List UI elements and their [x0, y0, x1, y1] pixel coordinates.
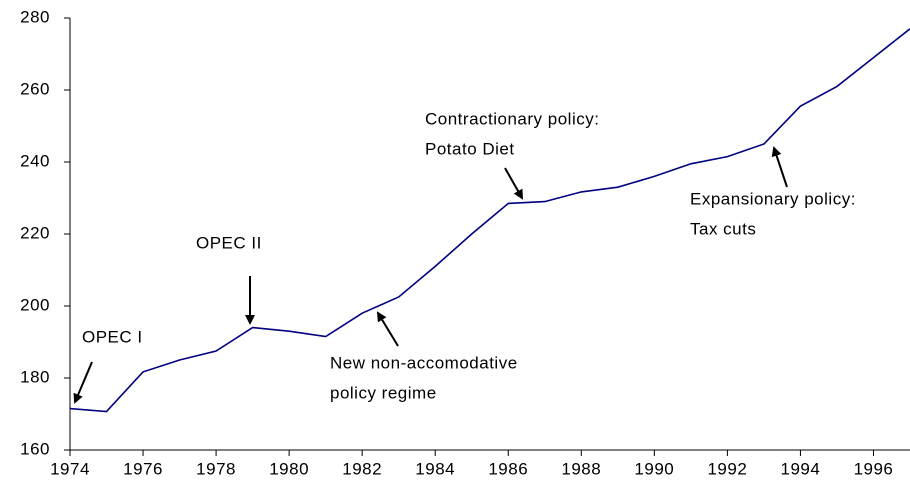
x-tick-label: 1976	[123, 459, 163, 478]
annotation: Tax cuts	[690, 219, 756, 238]
x-tick-label: 1990	[634, 459, 674, 478]
x-tick-label: 1980	[269, 459, 309, 478]
y-tick-label: 200	[20, 295, 50, 314]
y-tick-label: 160	[20, 439, 50, 458]
annotation: policy regime	[330, 383, 437, 402]
x-tick-label: 1996	[854, 459, 894, 478]
y-tick-label: 280	[20, 7, 50, 26]
annotation-arrow	[376, 311, 399, 347]
annotation-arrow	[504, 167, 523, 200]
annotation: Contractionary policy:	[425, 109, 599, 128]
annotation: Potato Diet	[425, 139, 515, 158]
y-tick-label: 220	[20, 223, 50, 242]
x-tick-label: 1986	[488, 459, 528, 478]
x-tick-label: 1978	[196, 459, 236, 478]
annotation: OPEC II	[196, 233, 262, 252]
line	[69, 28, 910, 413]
annotation-arrow	[771, 146, 788, 188]
x-tick-label: 1984	[415, 459, 455, 478]
x-tick-label: 1988	[561, 459, 601, 478]
x-tick-label: 1982	[342, 459, 382, 478]
y-tick-label: 240	[20, 151, 50, 170]
x-tick-label: 1994	[781, 459, 821, 478]
annotation: New non-accomodative	[330, 353, 518, 372]
y-tick-label: 180	[20, 367, 50, 386]
annotation: OPEC I	[82, 327, 143, 346]
annotation-arrow	[73, 361, 93, 404]
y-tick-label: 260	[20, 79, 50, 98]
x-tick-label: 1974	[50, 459, 90, 478]
x-tick-label: 1992	[707, 459, 747, 478]
annotation: Expansionary policy:	[690, 189, 856, 208]
